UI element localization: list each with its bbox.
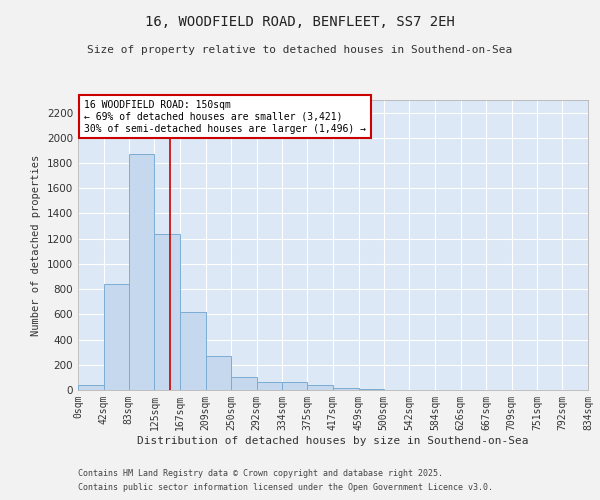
Text: Contains public sector information licensed under the Open Government Licence v3: Contains public sector information licen… bbox=[78, 484, 493, 492]
Bar bbox=[257, 382, 282, 390]
Bar bbox=[180, 312, 206, 390]
Bar bbox=[333, 388, 359, 390]
Bar bbox=[282, 382, 307, 390]
Text: Contains HM Land Registry data © Crown copyright and database right 2025.: Contains HM Land Registry data © Crown c… bbox=[78, 468, 443, 477]
X-axis label: Distribution of detached houses by size in Southend-on-Sea: Distribution of detached houses by size … bbox=[137, 436, 529, 446]
Bar bbox=[78, 385, 104, 390]
Bar bbox=[129, 154, 154, 390]
Text: 16, WOODFIELD ROAD, BENFLEET, SS7 2EH: 16, WOODFIELD ROAD, BENFLEET, SS7 2EH bbox=[145, 15, 455, 29]
Bar bbox=[307, 385, 333, 390]
Bar bbox=[104, 284, 129, 390]
Bar bbox=[231, 378, 257, 390]
Bar bbox=[206, 356, 231, 390]
Text: Size of property relative to detached houses in Southend-on-Sea: Size of property relative to detached ho… bbox=[88, 45, 512, 55]
Text: 16 WOODFIELD ROAD: 150sqm
← 69% of detached houses are smaller (3,421)
30% of se: 16 WOODFIELD ROAD: 150sqm ← 69% of detac… bbox=[84, 100, 366, 134]
Bar bbox=[154, 234, 180, 390]
Y-axis label: Number of detached properties: Number of detached properties bbox=[31, 154, 41, 336]
